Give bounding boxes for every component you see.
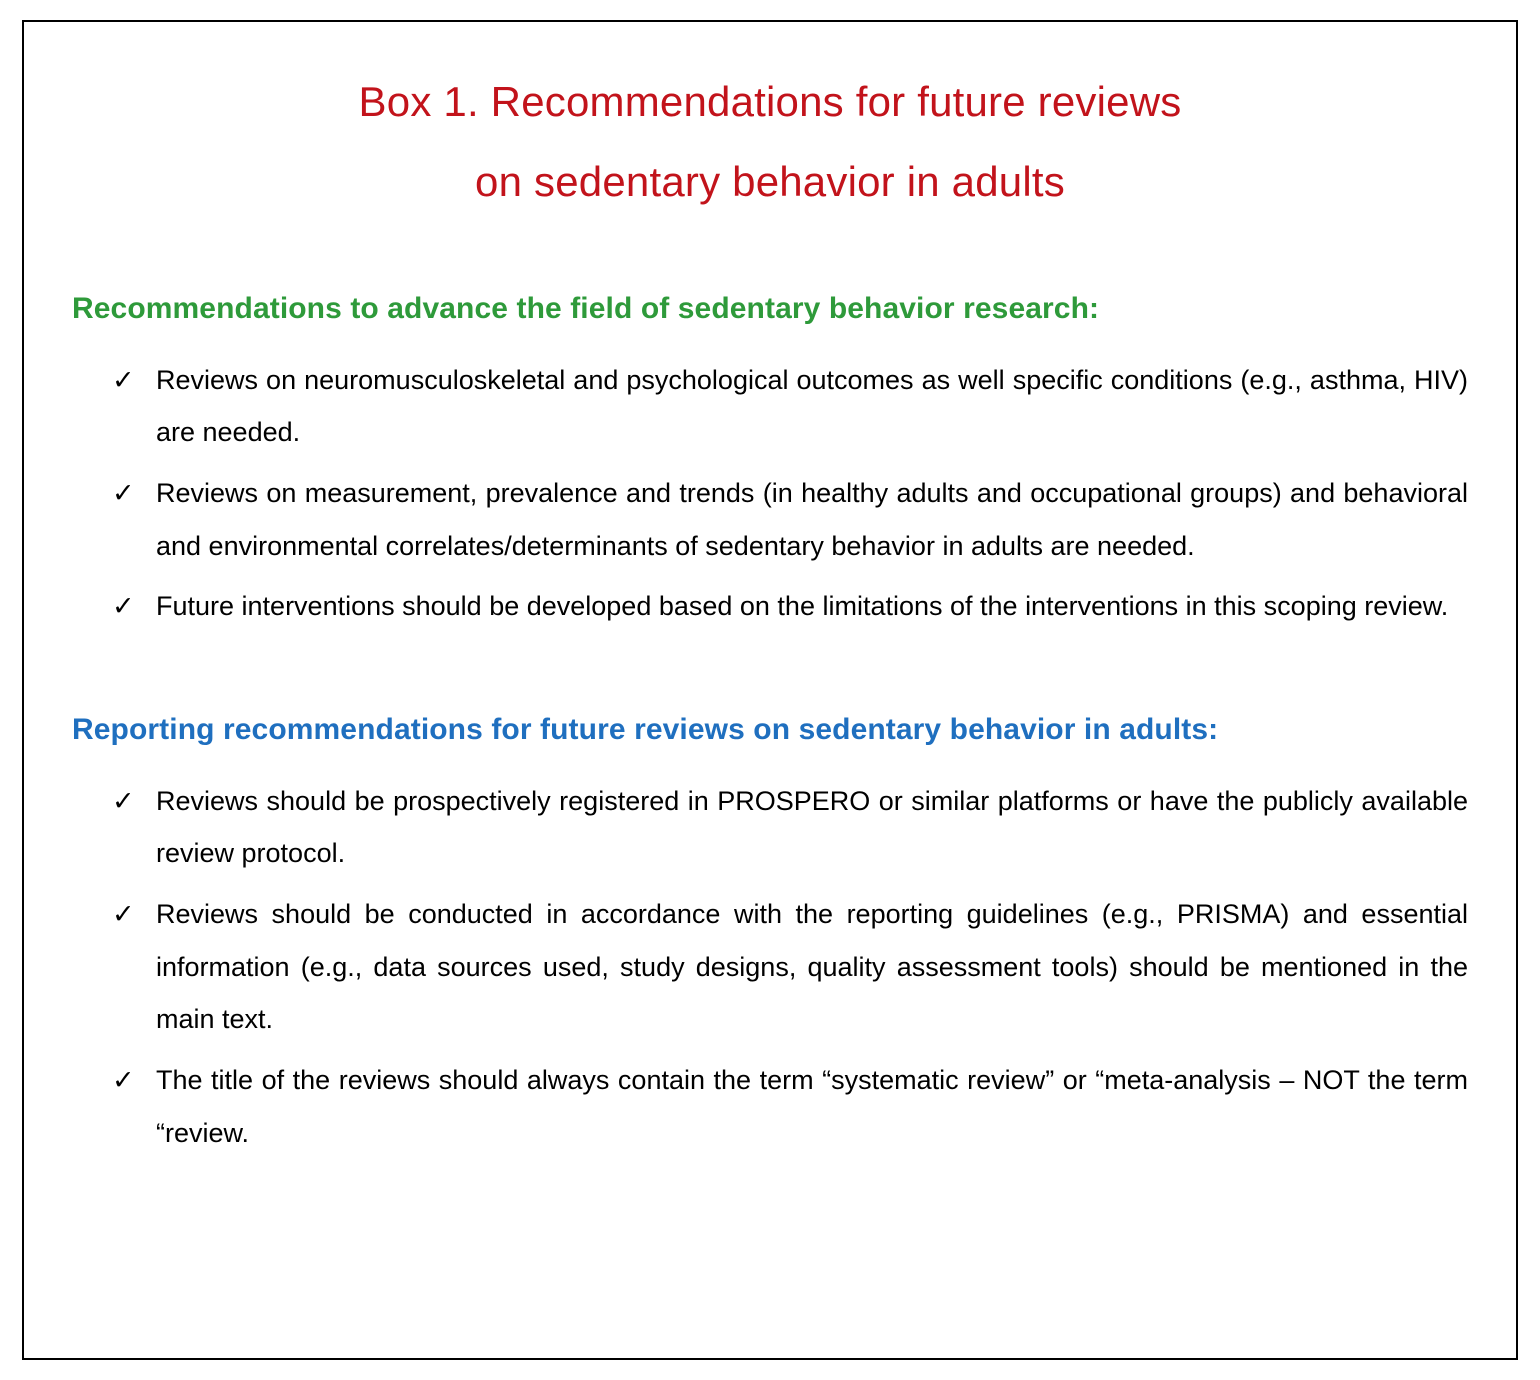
section-heading-advance: Recommendations to advance the field of … [72,292,1468,326]
list-item: Reviews should be conducted in accordanc… [112,888,1468,1046]
recommendations-box: Box 1. Recommendations for future review… [22,20,1518,1360]
list-item: Future interventions should be developed… [112,580,1468,633]
checklist-advance: Reviews on neuromusculoskeletal and psyc… [72,354,1468,633]
page: Box 1. Recommendations for future review… [0,0,1540,1380]
list-item: The title of the reviews should always c… [112,1054,1468,1159]
box-title-line1: Box 1. Recommendations for future review… [359,78,1182,125]
list-item: Reviews on neuromusculoskeletal and psyc… [112,354,1468,459]
list-item: Reviews on measurement, prevalence and t… [112,467,1468,572]
section-heading-reporting: Reporting recommendations for future rev… [72,713,1468,747]
box-title: Box 1. Recommendations for future review… [72,62,1468,222]
checklist-reporting: Reviews should be prospectively register… [72,775,1468,1159]
box-title-line2: on sedentary behavior in adults [475,158,1065,205]
list-item: Reviews should be prospectively register… [112,775,1468,880]
